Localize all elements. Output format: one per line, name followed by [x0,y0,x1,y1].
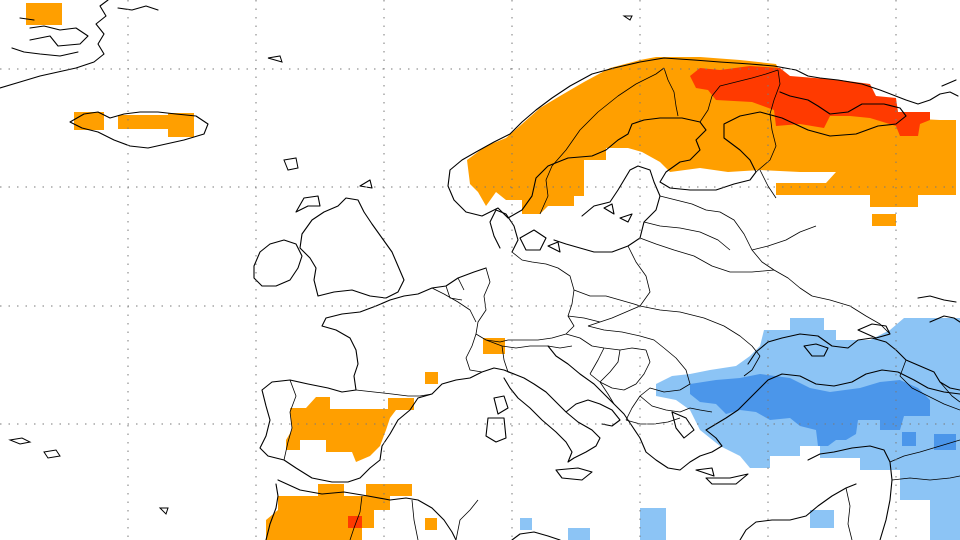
coast-denmark [489,209,561,253]
warm-anomaly-layer [26,3,956,540]
coast-france-iberia [259,267,515,483]
anomaly-iceland [74,112,194,137]
anomaly-eastern-mediterranean [520,318,960,540]
coast-east [917,79,960,323]
coast-balkans-greece [547,345,960,485]
border-balkans [589,347,761,425]
anomaly-iberia [286,397,414,462]
national-borders [283,67,960,540]
border-turkey-caucasus [889,359,960,481]
anomaly-greenland-coast [26,3,62,25]
border-norway-sweden [539,67,665,215]
border-poland-ukraine [587,305,761,357]
anomaly-alps [425,338,505,384]
coast-black-sea [747,323,960,391]
border-baltic-russia-belarus [627,195,813,307]
coast-ireland [253,239,303,287]
coast-levant-africa [265,445,893,540]
coast-italy [485,373,621,481]
border-france-benelux [431,277,477,323]
coast-great-britain [295,179,405,299]
border-africa [349,487,853,540]
border-germany [475,251,575,343]
border-finland-russia [755,69,781,173]
anomaly-northwest-africa [266,484,437,540]
border-france-swiss-italy [465,333,548,375]
border-sweden-finland [663,67,779,123]
coast-iceland [69,111,209,149]
border-central-europe [547,289,665,351]
coast-scandinavia [447,57,959,219]
coast-atlantic-islands [8,15,633,515]
cool-anomaly-layer [520,318,960,540]
coast-greenland [0,0,159,89]
border-spain-portugal-france [283,379,433,461]
border-russia-east [751,169,891,335]
anomaly-northern-scandinavia [467,57,956,226]
